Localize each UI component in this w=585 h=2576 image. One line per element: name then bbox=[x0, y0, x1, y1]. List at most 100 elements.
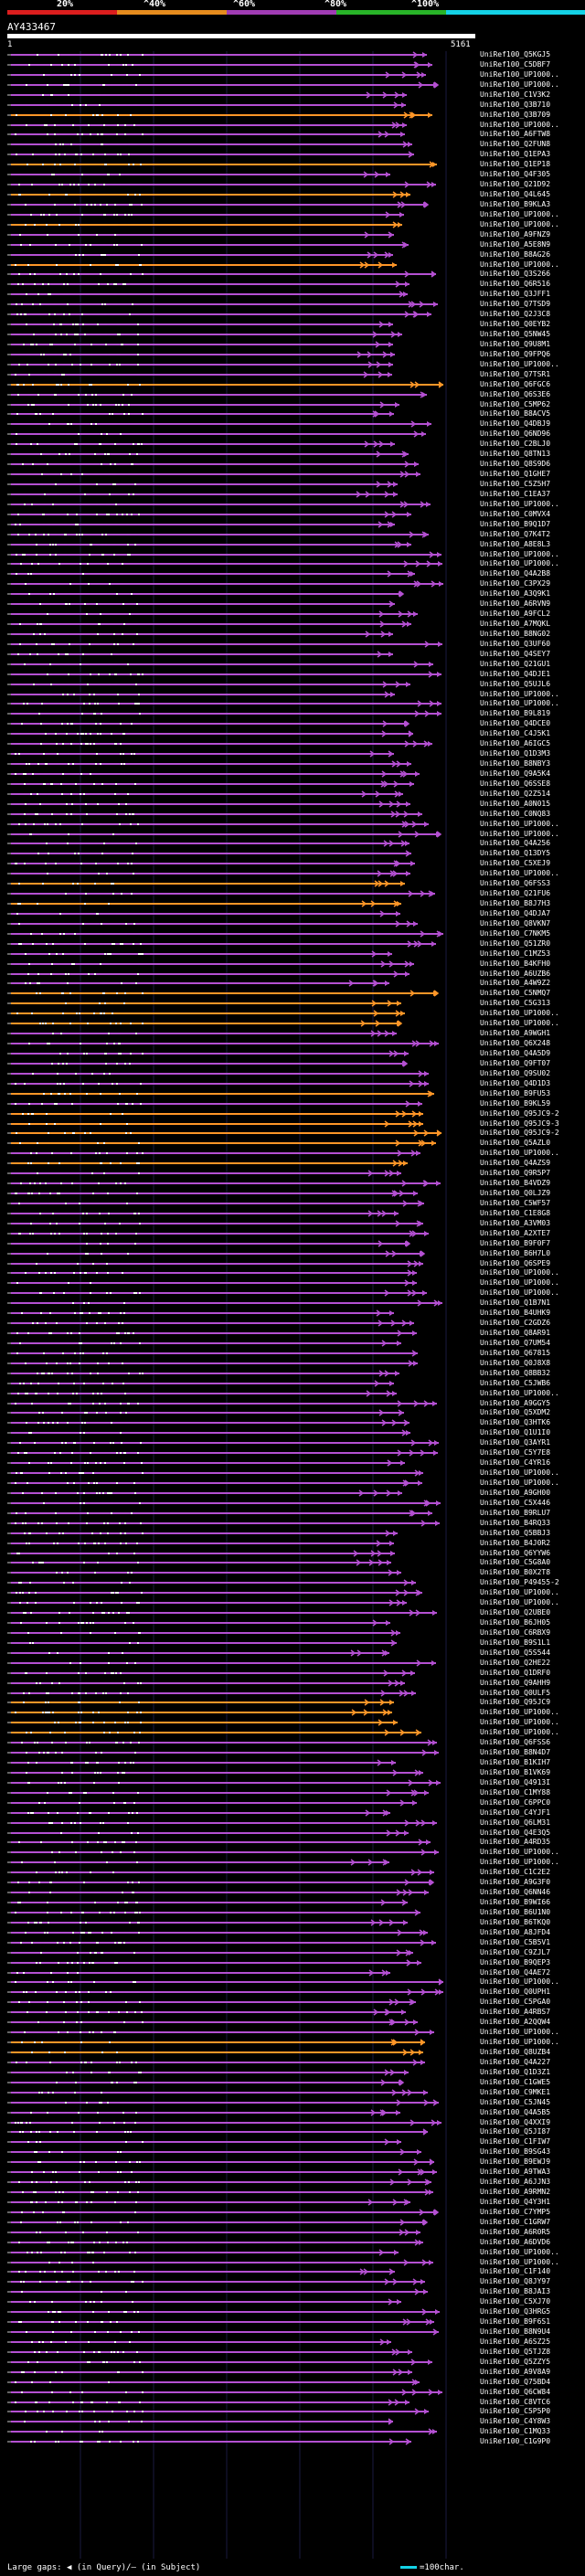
hit-row[interactable] bbox=[7, 1619, 390, 1627]
hit-row[interactable] bbox=[7, 2138, 401, 2146]
hit-row[interactable] bbox=[7, 1649, 389, 1657]
hit-label[interactable]: UniRef100_UP1000.. bbox=[480, 260, 559, 269]
hit-label[interactable]: UniRef100_A9RMN2 bbox=[480, 2188, 551, 2196]
hit-label[interactable]: UniRef100_Q1DRF0 bbox=[480, 1669, 551, 1677]
hit-label[interactable]: UniRef100_UP1000.. bbox=[480, 1009, 559, 1017]
hit-row[interactable] bbox=[7, 1859, 389, 1866]
hit-label[interactable]: UniRef100_UP1000.. bbox=[480, 690, 559, 698]
hit-label[interactable]: UniRef100_Q5ZZY5 bbox=[480, 2358, 551, 2366]
hit-row[interactable] bbox=[7, 2079, 405, 2086]
hit-row[interactable] bbox=[7, 51, 427, 58]
hit-label[interactable]: UniRef100_C5Z5H7 bbox=[480, 480, 551, 488]
hit-row[interactable] bbox=[7, 730, 414, 737]
hit-row[interactable] bbox=[7, 71, 426, 79]
hit-row[interactable] bbox=[7, 351, 395, 358]
hit-label[interactable]: UniRef100_B9FU53 bbox=[480, 1089, 551, 1097]
hit-row[interactable] bbox=[7, 181, 436, 188]
hit-label[interactable]: UniRef100_A8JFD4 bbox=[480, 1928, 551, 1936]
hit-label[interactable]: UniRef100_Q2FUN8 bbox=[480, 140, 551, 148]
hit-label[interactable]: UniRef100_UP1000.. bbox=[480, 500, 559, 508]
hit-row[interactable] bbox=[7, 361, 393, 368]
hit-row[interactable] bbox=[7, 101, 406, 109]
hit-label[interactable]: UniRef100_Q51ZR0 bbox=[480, 939, 551, 948]
hit-row[interactable] bbox=[7, 2328, 439, 2336]
hit-row[interactable] bbox=[7, 1489, 402, 1497]
hit-row[interactable] bbox=[7, 1070, 429, 1077]
hit-row[interactable] bbox=[7, 1988, 443, 1996]
hit-row[interactable] bbox=[7, 1540, 394, 1547]
hit-label[interactable]: UniRef100_Q8AR91 bbox=[480, 1329, 551, 1337]
hit-label[interactable]: UniRef100_A0N015 bbox=[480, 800, 551, 808]
hit-row[interactable] bbox=[7, 1090, 434, 1097]
hit-row[interactable] bbox=[7, 1959, 421, 1966]
hit-row[interactable] bbox=[7, 750, 394, 758]
hit-row[interactable] bbox=[7, 1390, 397, 1397]
hit-row[interactable] bbox=[7, 960, 414, 968]
hit-label[interactable]: UniRef100_Q9FT07 bbox=[480, 1059, 551, 1067]
hit-label[interactable]: UniRef100_A3Q9K1 bbox=[480, 589, 551, 598]
hit-label[interactable]: UniRef100_Q2HE22 bbox=[480, 1659, 551, 1667]
hit-row[interactable] bbox=[7, 1599, 407, 1606]
hit-row[interactable] bbox=[7, 720, 410, 727]
hit-row[interactable] bbox=[7, 1100, 422, 1108]
hit-label[interactable]: UniRef100_B9SG43 bbox=[480, 2147, 551, 2156]
hit-row[interactable] bbox=[7, 1429, 410, 1436]
hit-row[interactable] bbox=[7, 760, 411, 768]
hit-row[interactable] bbox=[7, 2389, 442, 2396]
hit-label[interactable]: UniRef100_UP1000.. bbox=[480, 1019, 559, 1027]
hit-label[interactable]: UniRef100_A9G3F0 bbox=[480, 1878, 551, 1886]
hit-row[interactable] bbox=[7, 800, 410, 808]
hit-label[interactable]: UniRef100_C5B5V1 bbox=[480, 1938, 551, 1946]
hit-label[interactable]: UniRef100_C5XEJ9 bbox=[480, 859, 551, 867]
hit-row[interactable] bbox=[7, 2199, 410, 2206]
hit-row[interactable] bbox=[7, 2239, 423, 2246]
hit-row[interactable] bbox=[7, 770, 420, 778]
hit-label[interactable]: UniRef100_A9V8A9 bbox=[480, 2368, 551, 2376]
hit-label[interactable]: UniRef100_Q0ULF5 bbox=[480, 1689, 551, 1697]
hit-label[interactable]: UniRef100_Q4AZS9 bbox=[480, 1159, 551, 1167]
hit-label[interactable]: UniRef100_Q8BB32 bbox=[480, 1369, 551, 1377]
hit-row[interactable] bbox=[7, 531, 429, 538]
hit-label[interactable]: UniRef100_A4RD35 bbox=[480, 1838, 551, 1846]
hit-row[interactable] bbox=[7, 1809, 390, 1817]
hit-row[interactable] bbox=[7, 2298, 401, 2306]
hit-row[interactable] bbox=[7, 1929, 428, 1936]
hit-row[interactable] bbox=[7, 1699, 394, 1706]
hit-label[interactable]: UniRef100_Q5KGJ5 bbox=[480, 50, 551, 58]
hit-label[interactable]: UniRef100_Q3UF60 bbox=[480, 640, 551, 648]
hit-label[interactable]: UniRef100_Q3JFF1 bbox=[480, 290, 551, 298]
hit-label[interactable]: UniRef100_C2BLJ0 bbox=[480, 440, 551, 448]
hit-label[interactable]: UniRef100_UP1000.. bbox=[480, 1708, 559, 1716]
hit-label[interactable]: UniRef100_A6DVD6 bbox=[480, 2238, 551, 2246]
hit-label[interactable]: UniRef100_A9WGH1 bbox=[480, 1029, 551, 1037]
hit-row[interactable] bbox=[7, 261, 397, 269]
hit-row[interactable] bbox=[7, 1779, 441, 1786]
hit-label[interactable]: UniRef100_A9FNZ9 bbox=[480, 230, 551, 239]
hit-label[interactable]: UniRef100_C5DBF7 bbox=[480, 60, 551, 69]
hit-label[interactable]: UniRef100_B9KLA3 bbox=[480, 200, 551, 208]
hit-row[interactable] bbox=[7, 1819, 437, 1827]
hit-label[interactable]: UniRef100_C1F140 bbox=[480, 2267, 551, 2275]
hit-row[interactable] bbox=[7, 2168, 437, 2176]
hit-label[interactable]: UniRef100_A9FCL2 bbox=[480, 610, 551, 618]
hit-label[interactable]: UniRef100_B1KIH7 bbox=[480, 1758, 551, 1766]
hit-row[interactable] bbox=[7, 2379, 420, 2386]
hit-row[interactable] bbox=[7, 521, 395, 528]
hit-row[interactable] bbox=[7, 1120, 423, 1128]
hit-label[interactable]: UniRef100_C5NMQ7 bbox=[480, 989, 551, 997]
hit-row[interactable] bbox=[7, 590, 405, 598]
hit-row[interactable] bbox=[7, 2219, 429, 2226]
hit-row[interactable] bbox=[7, 1769, 423, 1776]
hit-row[interactable] bbox=[7, 2259, 433, 2266]
hit-label[interactable]: UniRef100_Q95JC9-2 bbox=[480, 1109, 559, 1118]
hit-label[interactable]: UniRef100_A6RVN9 bbox=[480, 599, 551, 608]
hit-row[interactable] bbox=[7, 1279, 417, 1287]
hit-row[interactable] bbox=[7, 860, 415, 867]
hit-row[interactable] bbox=[7, 401, 399, 408]
hit-label[interactable]: UniRef100_B8JAI3 bbox=[480, 2287, 551, 2295]
hit-row[interactable] bbox=[7, 1659, 436, 1667]
hit-label[interactable]: UniRef100_UP1000.. bbox=[480, 2038, 559, 2046]
hit-row[interactable] bbox=[7, 1839, 431, 1846]
hit-label[interactable]: UniRef100_A6IGC5 bbox=[480, 739, 551, 747]
hit-label[interactable]: UniRef100_A9GGY5 bbox=[480, 1399, 551, 1407]
